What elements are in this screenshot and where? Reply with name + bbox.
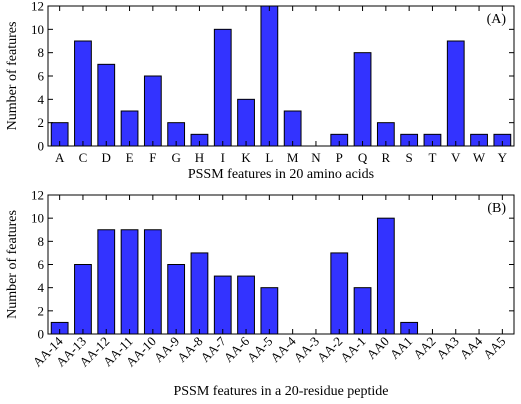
panel-b-x-tick-label: AA-8 xyxy=(174,334,206,366)
panel-a-x-tick-label: F xyxy=(149,150,156,165)
panel-b-x-tick-label: AA0 xyxy=(363,334,391,362)
panel-b-bar-AA-13 xyxy=(74,264,92,335)
panel-a-bar-M xyxy=(283,110,302,147)
panel-a-y-tick-label: 12 xyxy=(31,0,44,14)
panel-b-x-tick-label: AA-2 xyxy=(314,334,346,366)
panel-b-bar-AA-6 xyxy=(237,275,255,335)
panel-a-y-tick-label: 0 xyxy=(38,139,45,154)
chart-panel-b: 024681012AA-14AA-13AA-12AA-11AA-10AA-9AA… xyxy=(5,188,515,399)
panel-b-y-tick-label: 10 xyxy=(31,211,44,226)
panel-b-x-tick-label: AA-1 xyxy=(337,334,369,366)
panel-a-bar-I xyxy=(213,28,232,147)
panel-b-x-tick-label: AA-4 xyxy=(267,333,299,365)
panel-a-x-tick-label: G xyxy=(171,150,180,165)
panel-a-x-tick-label: Q xyxy=(358,150,368,165)
panel-a-x-tick-label: I xyxy=(221,150,225,165)
panel-a-x-tick-label: H xyxy=(195,150,204,165)
chart-panel-a: 0 2 4 6 8 10 12 A C D E F G H I K L M N P Q R S T V W Y PSSM featur… xyxy=(5,0,515,182)
panel-b-x-tick-label: AA-6 xyxy=(221,333,253,365)
panel-a-x-tick-label: Y xyxy=(498,150,508,165)
panel-a-bar-L xyxy=(260,5,279,147)
panel-b-x-tick-label: AA4 xyxy=(457,333,486,362)
panel-a-y-tick-label: 4 xyxy=(38,92,45,107)
panel-a-x-tick-label: C xyxy=(79,150,88,165)
panel-b-y-tick-label: 2 xyxy=(38,303,45,318)
panel-a-bar-V xyxy=(446,40,465,147)
panel-b-y-tick-label: 6 xyxy=(38,257,45,272)
panel-b-bar-AA-7 xyxy=(213,275,232,335)
panel-b-x-tick-label: AA-9 xyxy=(151,334,183,366)
panel-b-x-axis-title: PSSM features in a 20-residue peptide xyxy=(173,384,388,399)
panel-a-x-tick-label: M xyxy=(287,150,299,165)
panel-a-y-axis-title: Number of features xyxy=(5,22,20,131)
panel-a-x-tick-label: E xyxy=(126,150,134,165)
panel-a-x-axis-title: PSSM features in 20 amino acids xyxy=(188,167,374,182)
panel-b-bar-AA-12 xyxy=(97,229,116,335)
panel-b-x-tick-label: AA5 xyxy=(480,334,508,362)
panel-b-bar-AA-5 xyxy=(260,287,279,335)
panel-a-bar-K xyxy=(237,98,255,147)
panel-a-x-tick-label: A xyxy=(55,150,65,165)
panel-a-y-tick-label: 10 xyxy=(31,22,44,37)
panel-b-x-tick-label: AA-7 xyxy=(197,333,229,365)
panel-a-x-tick-label: W xyxy=(473,150,486,165)
panel-b-plot-frame xyxy=(47,194,515,335)
panel-b-y-axis-title: Number of features xyxy=(5,210,20,319)
panel-b-y-tick-label: 12 xyxy=(31,188,44,203)
panel-a-bar-E xyxy=(120,110,139,147)
panel-a-x-tick-label: V xyxy=(451,150,461,165)
panel-a-bar-C xyxy=(74,40,92,147)
panel-b-bar-AA-8 xyxy=(190,252,209,335)
panel-a-bar-Q xyxy=(353,52,372,147)
panel-b-bar-AA-9 xyxy=(167,264,186,335)
panel-a-y-tick-label: 6 xyxy=(38,69,45,84)
panel-b-x-tick-label: AA-3 xyxy=(291,334,323,366)
panel-a-x-tick-label: R xyxy=(382,150,391,165)
panel-a-x-tick-label: K xyxy=(241,150,251,165)
panel-b-y-tick-label: 8 xyxy=(38,234,45,249)
panel-a-x-tick-label: S xyxy=(406,150,413,165)
panel-a-x-tick-label: D xyxy=(102,150,111,165)
panel-a-y-tick-label: 2 xyxy=(38,115,45,130)
panel-b-bar-AA-2 xyxy=(330,252,349,335)
panel-a-x-tick-label: N xyxy=(311,150,321,165)
panel-b-y-tick-label: 4 xyxy=(38,280,45,295)
panel-b-x-tick-label: AA2 xyxy=(410,334,438,362)
panel-b-bar-AA0 xyxy=(376,217,395,335)
panel-a-plot-frame xyxy=(47,5,515,147)
panel-a-label: (A) xyxy=(487,12,507,27)
panel-b-label: (B) xyxy=(487,201,506,216)
panel-b-bar-AA-11 xyxy=(120,229,139,335)
panel-b-x-tick-label: AA3 xyxy=(433,334,461,362)
panel-a-y-tick-label: 8 xyxy=(38,45,45,60)
panel-b-x-tick-label: AA-5 xyxy=(244,334,276,366)
panel-a-bar-D xyxy=(97,63,116,147)
panel-b-bar-AA-1 xyxy=(353,287,372,335)
panel-b-y-tick-label: 0 xyxy=(38,327,45,342)
panel-a-x-tick-label: P xyxy=(336,150,343,165)
panel-b-bar-AA-10 xyxy=(143,229,162,335)
panel-b-x-tick-label: AA1 xyxy=(387,334,415,362)
panel-a-x-tick-label: L xyxy=(265,150,273,165)
panel-a-bar-F xyxy=(143,75,162,147)
panel-a-x-tick-label: T xyxy=(428,150,436,165)
